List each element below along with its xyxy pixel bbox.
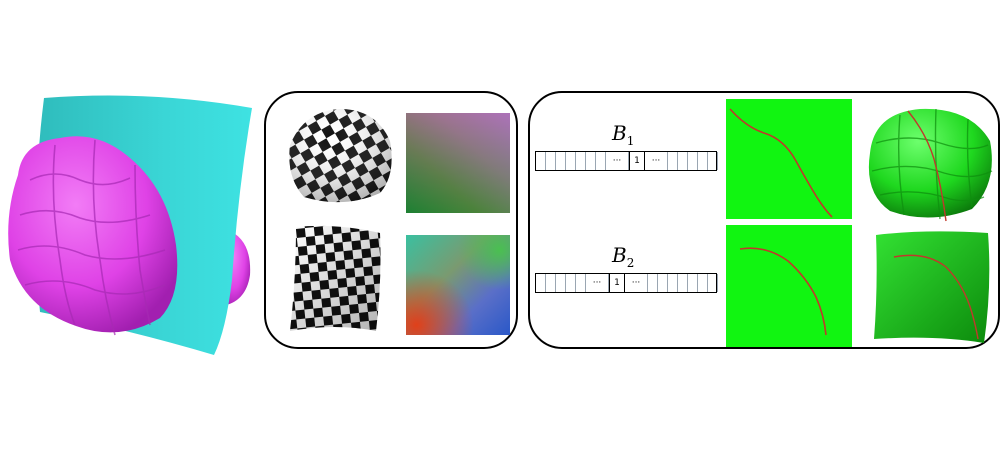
checkerboard-flat-image [290, 225, 381, 331]
green-map-2 [726, 225, 852, 347]
right-panel: B1 ··· 1 ··· B2 ··· 1 ··· [528, 91, 1000, 349]
green-map-1 [726, 99, 852, 219]
green-bumpy-object [868, 108, 993, 222]
checkerboard-dome-image [289, 109, 392, 203]
object-bumps [17, 139, 166, 336]
row1-bit-one: 1 [629, 152, 645, 170]
middle-panel [264, 91, 518, 349]
row2-bit-one: 1 [609, 274, 625, 292]
row1-ellipsis-right: ··· [645, 152, 668, 170]
row2-label: B2 [612, 243, 635, 270]
row1-ellipsis-left: ··· [606, 152, 629, 170]
normal-color-map-image [406, 235, 510, 335]
row1-bit-vector: ··· 1 ··· [535, 151, 718, 171]
row1-label: B1 [612, 121, 635, 148]
green-flat-surface [874, 231, 990, 343]
uv-color-map-image [406, 113, 510, 213]
row2-bit-vector: ··· 1 ··· [535, 273, 718, 293]
object-surface-illustration [8, 95, 253, 356]
row2-ellipsis-right: ··· [625, 274, 648, 292]
row2-ellipsis-left: ··· [586, 274, 609, 292]
left-panel [0, 80, 260, 360]
